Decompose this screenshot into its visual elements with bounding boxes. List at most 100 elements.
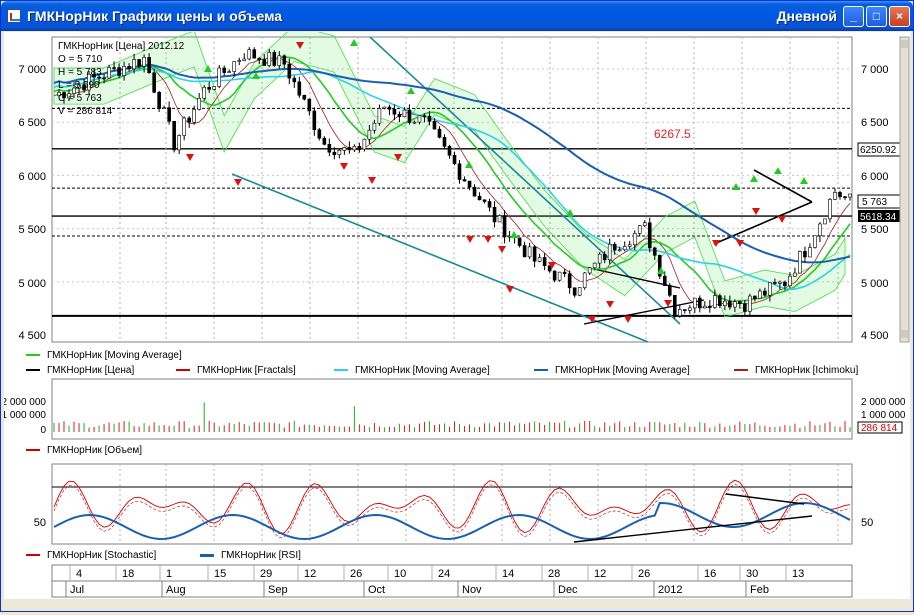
- legend-swatch: [534, 369, 548, 372]
- y-tick: 4 500: [18, 330, 46, 342]
- candle-body: [808, 247, 812, 258]
- candle-body: [147, 57, 151, 74]
- candle-body: [477, 195, 482, 201]
- ma-slow-line: [53, 63, 851, 264]
- candle-body: [462, 179, 467, 182]
- candle-body: [457, 163, 462, 180]
- day-label: 26: [350, 568, 362, 580]
- candle-body: [202, 87, 206, 99]
- candle-body: [352, 146, 357, 151]
- info-header: ГМКНорНик [Цена] 2012.12: [58, 41, 185, 52]
- candle-body: [267, 52, 272, 66]
- candle-body: [647, 222, 652, 249]
- candle-body: [572, 287, 577, 296]
- fractal-down-arrow: [778, 216, 786, 223]
- candle-body: [67, 93, 71, 99]
- close-button[interactable]: ×: [889, 6, 910, 27]
- candle-body: [127, 66, 131, 70]
- candle-body: [547, 265, 552, 272]
- minimize-button[interactable]: _: [843, 6, 864, 27]
- candle-body: [773, 282, 777, 284]
- candle-body: [332, 151, 337, 156]
- legend-item-rsi: ГМКНорНик [RSI]: [200, 550, 301, 561]
- candle-body: [833, 192, 837, 200]
- vol-tick: 1 000 000: [861, 410, 906, 421]
- candle-body: [422, 115, 427, 117]
- candle-body: [167, 107, 171, 122]
- month-label: Dec: [558, 584, 578, 596]
- candle-body: [387, 106, 392, 110]
- fractal-up-arrow: [204, 65, 212, 72]
- candle-body: [252, 49, 257, 59]
- candle-body: [97, 76, 101, 79]
- price-axis-right: 7 000 6 500 6 000 5 500 5 000 4 500: [861, 64, 889, 342]
- price-scrollbar[interactable]: [899, 36, 910, 343]
- y-tick: 6 000: [18, 171, 46, 183]
- candle-body: [587, 267, 592, 274]
- scroll-up-button[interactable]: [901, 40, 908, 48]
- candle-body: [637, 225, 642, 234]
- candle-body: [783, 281, 787, 287]
- candle-body: [657, 255, 662, 277]
- title-bar[interactable]: ГМКНорНик Графики цены и объема Дневной …: [1, 1, 913, 31]
- volume-pane[interactable]: [51, 378, 853, 440]
- fractal-down-arrow: [712, 240, 720, 247]
- month-label: Oct: [368, 584, 385, 596]
- support-tag-box: [858, 210, 902, 222]
- candle-body: [317, 129, 322, 139]
- fractal-down-arrow: [506, 286, 514, 293]
- candle-body: [297, 81, 302, 96]
- price-pane[interactable]: [51, 36, 853, 343]
- day-label: 29: [260, 568, 272, 580]
- candle-body: [357, 146, 362, 150]
- candle-body: [407, 109, 412, 123]
- scroll-down-button[interactable]: [901, 330, 908, 338]
- day-label: 26: [638, 568, 650, 580]
- status-strip: [4, 599, 910, 610]
- fractal-down-arrow: [368, 177, 376, 184]
- candle-body: [677, 309, 682, 317]
- candle-body: [482, 199, 487, 202]
- chart-area: ГМКНорНик [Цена] 2012.12 O = 5 710 H = 5…: [2, 24, 910, 610]
- candle-body: [592, 262, 597, 269]
- candle-body: [307, 98, 312, 112]
- y-tick: 6 500: [861, 117, 889, 129]
- candle-body: [607, 243, 612, 261]
- fractal-down-arrow: [624, 316, 632, 323]
- chart-canvas[interactable]: ГМКНорНик [Цена] 2012.12 O = 5 710 H = 5…: [2, 24, 910, 610]
- fractal-down-arrow: [606, 301, 614, 308]
- candle-body: [472, 186, 477, 197]
- candle-body: [733, 301, 737, 308]
- trend-line: [725, 493, 805, 505]
- day-label: 4: [76, 568, 82, 580]
- fractal-down-arrow: [234, 179, 242, 186]
- fractal-up-arrow: [465, 161, 473, 168]
- day-label: 1: [166, 568, 172, 580]
- legend-label: ГМКНорНик [Moving Average]: [555, 365, 690, 376]
- candle-body: [728, 300, 732, 308]
- fractal-down-arrow: [752, 208, 760, 215]
- legend-label: ГМКНорНик [Цена]: [47, 365, 135, 376]
- legend-swatch: [26, 369, 40, 372]
- legend-swatch: [26, 554, 40, 557]
- support-tag: 5618.34: [860, 212, 897, 223]
- candle-body: [192, 109, 196, 123]
- day-label: 12: [304, 568, 316, 580]
- candle-body: [432, 121, 437, 130]
- y-tick: 7 000: [18, 64, 46, 76]
- candle-body: [117, 67, 121, 76]
- candle-body: [292, 77, 297, 83]
- candle-body: [382, 106, 387, 109]
- candle-body: [377, 108, 382, 124]
- legend-item-ma-fast: ГМКНорНик [Moving Average]: [26, 350, 182, 361]
- osc-tick-left: 50: [34, 517, 46, 529]
- candle-body: [497, 215, 502, 223]
- oscillator-pane[interactable]: [51, 463, 853, 545]
- day-label: 10: [394, 568, 406, 580]
- osc-tick-right: 50: [861, 517, 873, 529]
- day-label: 14: [502, 568, 514, 580]
- candle-body: [823, 218, 827, 225]
- ma-fast-line: [53, 56, 851, 303]
- maximize-button[interactable]: □: [866, 6, 887, 27]
